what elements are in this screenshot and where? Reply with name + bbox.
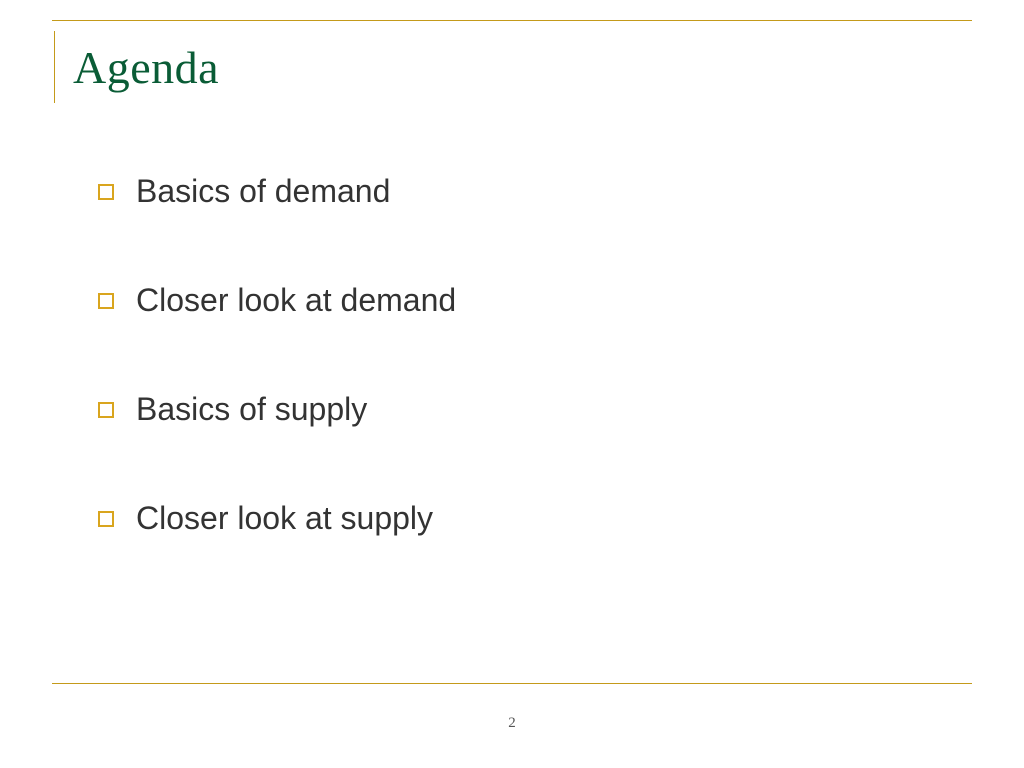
list-item: Closer look at demand [98, 282, 972, 319]
bullet-text: Basics of supply [136, 391, 367, 428]
bullet-text: Closer look at supply [136, 500, 433, 537]
slide-frame: Agenda Basics of demand Closer look at d… [52, 20, 972, 668]
title-row: Agenda [52, 31, 972, 103]
bullet-square-icon [98, 184, 114, 200]
title-tick [54, 31, 55, 103]
bullet-square-icon [98, 402, 114, 418]
bullet-text: Basics of demand [136, 173, 390, 210]
bullet-text: Closer look at demand [136, 282, 456, 319]
slide-content: Basics of demand Closer look at demand B… [52, 117, 972, 537]
list-item: Basics of demand [98, 173, 972, 210]
top-rule [52, 20, 972, 21]
bottom-rule [52, 683, 972, 684]
page-number: 2 [0, 715, 1024, 732]
slide-title: Agenda [73, 41, 219, 94]
list-item: Basics of supply [98, 391, 972, 428]
bullet-square-icon [98, 511, 114, 527]
list-item: Closer look at supply [98, 500, 972, 537]
bullet-square-icon [98, 293, 114, 309]
